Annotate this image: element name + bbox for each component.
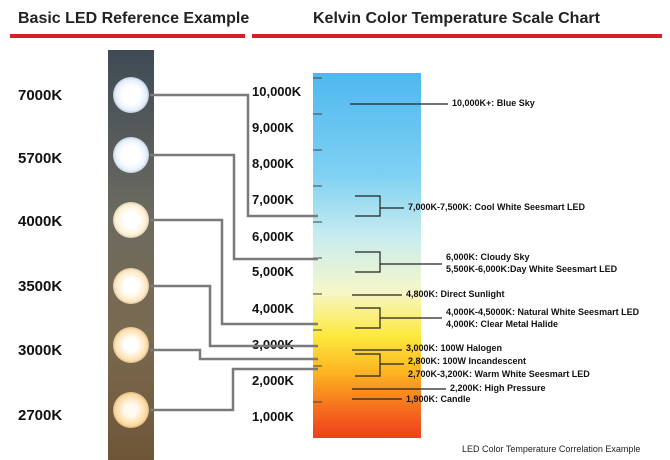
annotation-natural-white-led: 4,000K-4,5000K: Natural White Seesmart L… [446, 307, 640, 317]
connector-4000k [150, 218, 318, 326]
bracket-cool-white [355, 195, 381, 217]
caption: LED Color Temperature Correlation Exampl… [462, 444, 641, 454]
annotation-cloudy-sky: 6,000K: Cloudy Sky [446, 252, 530, 262]
left-title-underline [10, 34, 245, 38]
bracket-natural-white [355, 307, 381, 329]
annotation-direct-sunlight: 4,800K: Direct Sunlight [406, 289, 505, 299]
led-label-4000k: 4000K [18, 213, 63, 230]
led-3000k [113, 327, 149, 363]
scale-label-7000k: 7,000K [252, 192, 294, 207]
bracket-warm-white [355, 353, 381, 377]
annotation-blue-sky: 10,000K+: Blue Sky [452, 98, 535, 108]
annotation-candle: 1,900K: Candle [406, 394, 471, 404]
connector-3000k [150, 348, 318, 361]
scale-label-4000k: 4,000K [252, 301, 294, 316]
connector-5700k [150, 153, 318, 261]
right-title: Kelvin Color Temperature Scale Chart [313, 10, 600, 27]
led-label-5700k: 5700K [18, 150, 63, 167]
right-title-underline [252, 34, 662, 38]
led-strip [108, 50, 154, 460]
connector-2700k [150, 367, 318, 412]
scale-label-5000k: 5,000K [252, 264, 294, 279]
scale-label-9000k: 9,000K [252, 120, 294, 135]
annotation-warm-white-led: 2,700K-3,200K: Warm White Seesmart LED [408, 369, 590, 379]
led-5700k [113, 137, 149, 173]
annotation-incandescent: 2,800K: 100W Incandescent [408, 356, 527, 366]
left-title: Basic LED Reference Example [18, 10, 250, 27]
annotation-halogen: 3,000K: 100W Halogen [406, 343, 503, 353]
scale-label-3000k: 3,000K [252, 337, 294, 352]
connector-3500k [150, 284, 318, 348]
led-2700k [113, 392, 149, 428]
annotation-day-white-led: 5,500K-6,000K:Day White Seesmart LED [446, 264, 618, 274]
led-label-2700k: 2700K [18, 407, 63, 424]
scale-label-6000k: 6,000K [252, 229, 294, 244]
annotation-cool-white-led: 7,000K-7,500K: Cool White Seesmart LED [408, 202, 586, 212]
scale-label-1000k: 1,000K [252, 409, 294, 424]
led-label-7000k: 7000K [18, 87, 63, 104]
led-3500k [113, 268, 149, 304]
led-4000k [113, 202, 149, 238]
led-label-3500k: 3500K [18, 278, 63, 295]
scale-label-8000k: 8,000K [252, 156, 294, 171]
annotation-high-pressure: 2,200K: High Pressure [450, 383, 546, 393]
led-label-3000k: 3000K [18, 342, 63, 359]
kelvin-color-scale [313, 73, 421, 438]
bracket-cloudy-day [355, 251, 381, 273]
scale-label-2000k: 2,000K [252, 373, 294, 388]
led-7000k [113, 77, 149, 113]
scale-label-10000k: 10,000K [252, 84, 302, 99]
annotation-clear-metal-halide: 4,000K: Clear Metal Halide [446, 319, 559, 329]
connector-7000k [150, 93, 318, 218]
